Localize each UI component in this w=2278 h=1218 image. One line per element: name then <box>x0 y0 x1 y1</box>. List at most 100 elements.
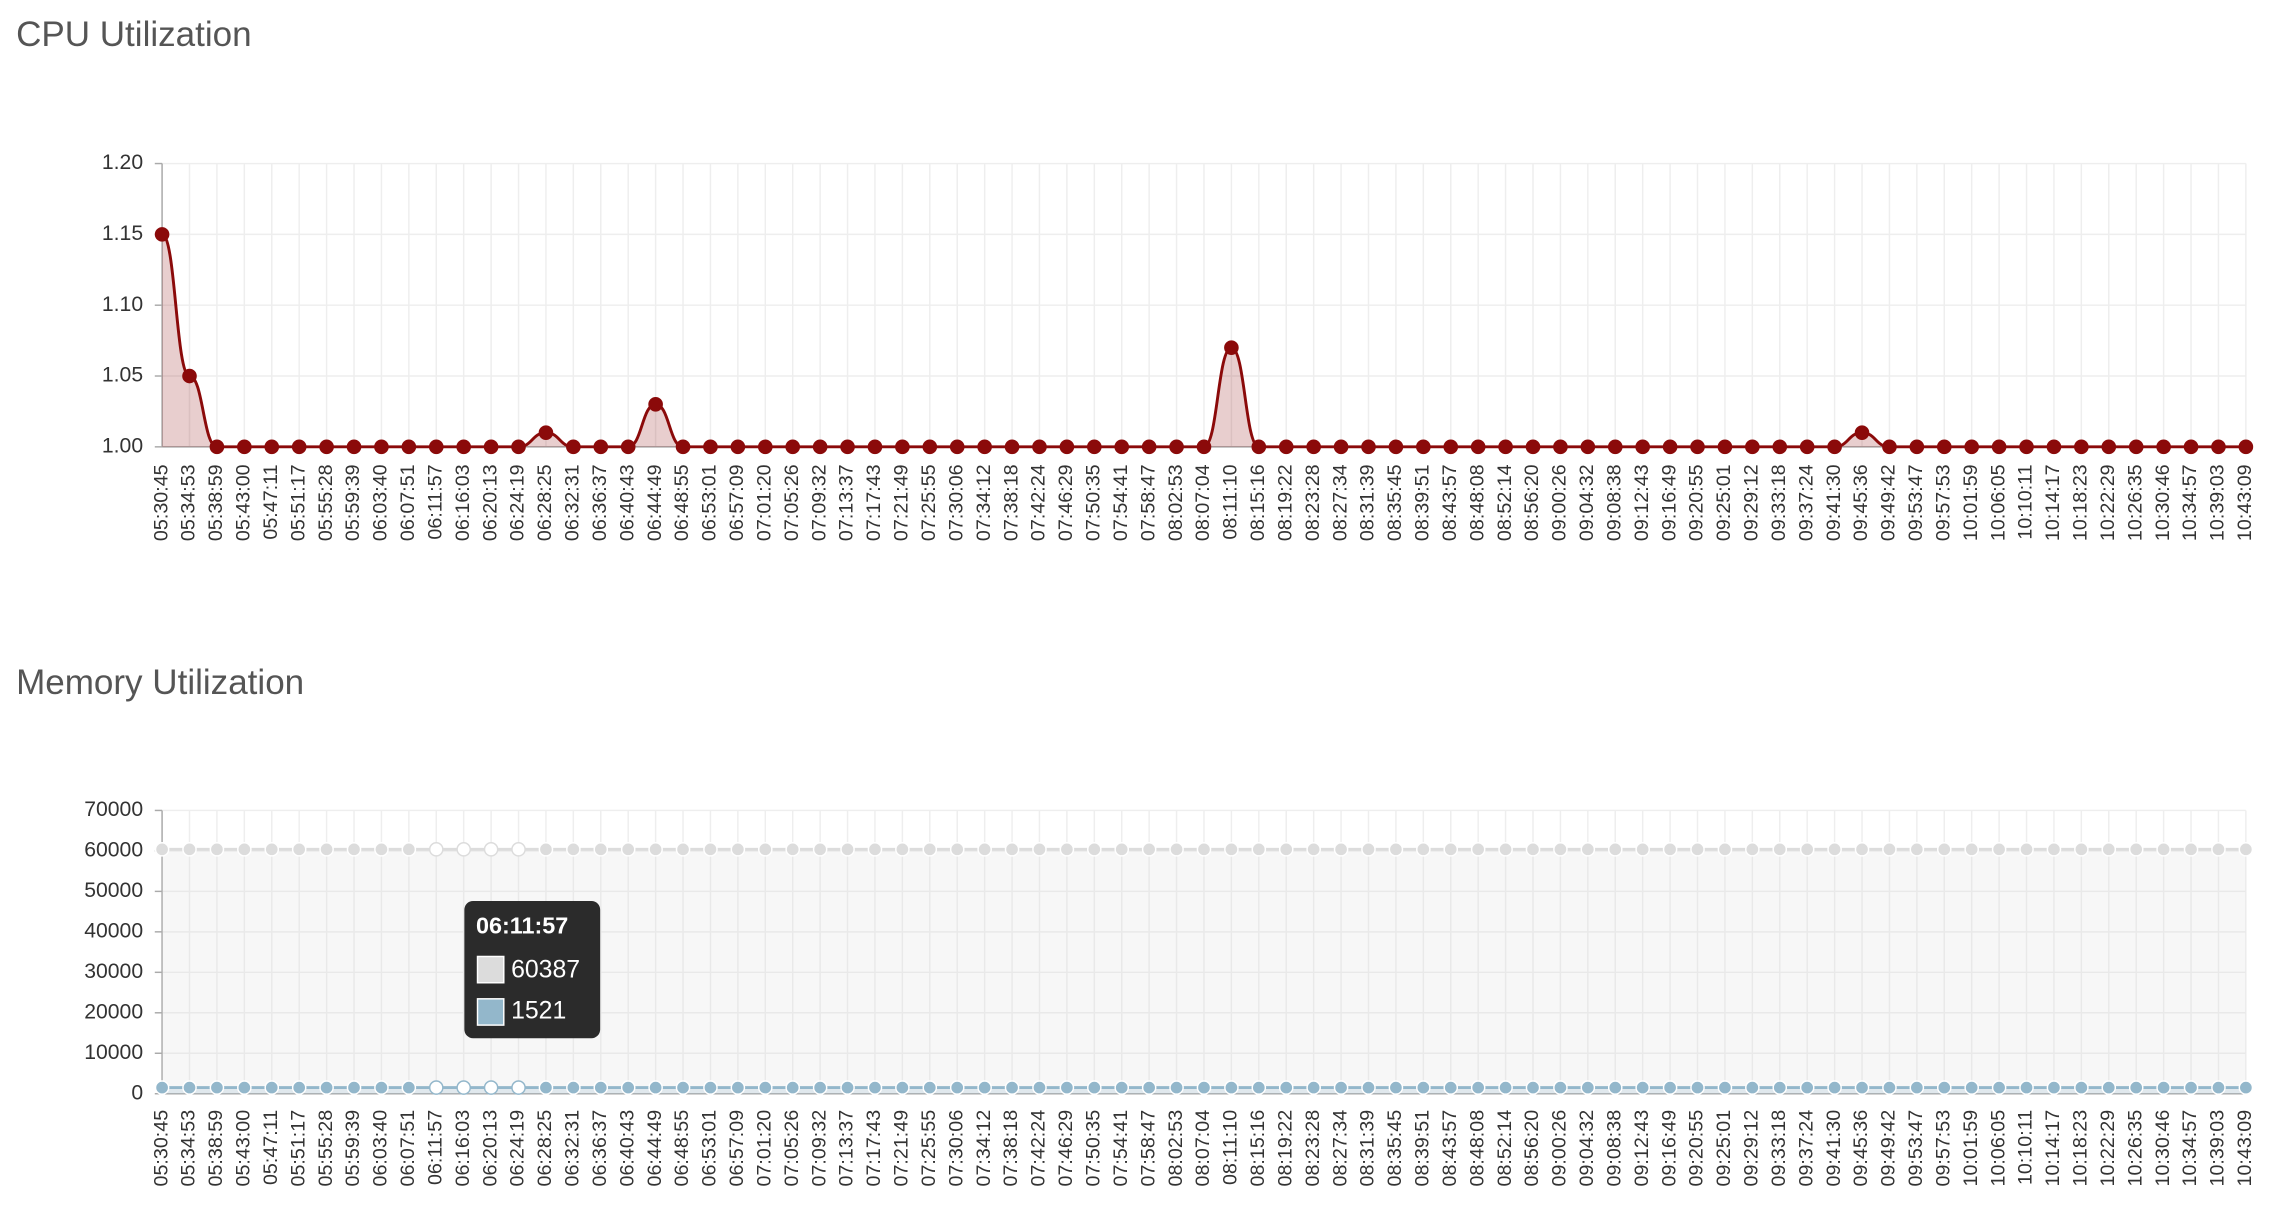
data-point <box>319 439 334 455</box>
x-tick-label: 07:25:55 <box>918 464 940 541</box>
data-point <box>757 439 773 455</box>
data-point <box>1964 439 1979 455</box>
data-point <box>1169 842 1184 857</box>
data-point <box>2019 439 2034 455</box>
data-point <box>1580 842 1596 857</box>
x-tick-label: 09:08:38 <box>1603 1110 1625 1187</box>
data-point <box>730 1080 746 1095</box>
data-point <box>1443 842 1459 857</box>
data-point <box>675 439 691 455</box>
data-point <box>1607 439 1623 455</box>
data-point <box>1059 439 1075 455</box>
data-point <box>648 397 663 412</box>
data-point <box>1470 439 1486 455</box>
x-tick-label: 10:10:11 <box>2015 464 2037 539</box>
data-point <box>1553 842 1568 857</box>
data-point <box>1991 439 2007 455</box>
x-tick-label: 10:30:46 <box>2152 1110 2174 1187</box>
x-tick-label: 05:43:00 <box>233 464 255 541</box>
x-tick-label: 08:43:57 <box>1439 1110 1461 1187</box>
data-point <box>1388 439 1404 455</box>
y-tick-label: 40000 <box>84 919 143 942</box>
data-point <box>2156 439 2171 455</box>
x-tick-label: 05:47:11 <box>260 1110 282 1185</box>
x-tick-label: 07:13:37 <box>836 1110 858 1187</box>
data-point <box>1278 1080 1294 1095</box>
x-tick-label: 06:24:19 <box>507 464 529 541</box>
x-tick-label: 09:41:30 <box>1823 464 1845 541</box>
x-tick-label: 08:23:28 <box>1302 464 1324 541</box>
data-point <box>1662 1080 1678 1095</box>
x-tick-label: 07:09:32 <box>808 464 830 541</box>
x-tick-label: 09:20:55 <box>1686 1110 1708 1187</box>
x-tick-label: 08:19:22 <box>1274 1110 1296 1187</box>
x-tick-label: 07:54:41 <box>1110 1110 1132 1187</box>
x-tick-label: 10:22:29 <box>2097 1110 2119 1187</box>
x-tick-label: 08:39:51 <box>1412 464 1434 541</box>
data-point <box>1388 1080 1404 1095</box>
data-point <box>346 842 362 857</box>
x-tick-label: 08:48:08 <box>1466 1110 1488 1187</box>
tooltip-title: 06:11:57 <box>476 912 568 938</box>
data-point <box>319 1080 334 1095</box>
x-tick-label: 05:38:59 <box>205 1110 227 1187</box>
data-point <box>1361 439 1376 455</box>
y-tick-label: 1.00 <box>102 434 143 457</box>
data-point <box>812 842 828 857</box>
x-tick-label: 06:40:43 <box>616 1110 638 1187</box>
data-point <box>2128 1080 2144 1095</box>
x-tick-label: 10:22:29 <box>2097 464 2119 541</box>
x-tick-label: 07:38:18 <box>1000 464 1022 541</box>
area <box>162 849 2246 1094</box>
data-point <box>182 368 197 384</box>
data-point <box>2211 439 2226 455</box>
x-tick-label: 07:01:20 <box>753 1110 775 1187</box>
data-point <box>895 1080 910 1095</box>
x-tick-label: 09:04:32 <box>1576 1110 1598 1187</box>
data-point <box>785 1080 801 1095</box>
data-point <box>1443 1080 1459 1095</box>
x-tick-label: 09:16:49 <box>1658 1110 1680 1187</box>
tooltip-swatch <box>476 998 505 1026</box>
x-tick-label: 08:07:04 <box>1192 464 1214 541</box>
x-tick-label: 10:43:09 <box>2234 1110 2256 1187</box>
data-point <box>703 439 718 455</box>
x-tick-label: 10:34:57 <box>2179 464 2201 541</box>
data-point <box>977 1080 992 1095</box>
data-point <box>1278 842 1294 857</box>
x-tick-label: 10:34:57 <box>2179 1110 2201 1187</box>
data-point <box>237 1080 252 1095</box>
data-point <box>1635 842 1650 857</box>
data-point <box>566 1080 581 1095</box>
x-tick-label: 06:07:51 <box>397 1110 419 1187</box>
data-point <box>785 439 801 455</box>
x-tick-label: 07:58:47 <box>1137 464 1159 541</box>
x-tick-label: 07:34:12 <box>973 1110 995 1187</box>
data-point <box>1443 439 1459 455</box>
y-tick-label: 10000 <box>84 1041 143 1064</box>
data-point <box>812 1080 828 1095</box>
data-point <box>1580 439 1596 455</box>
data-point <box>2101 842 2117 857</box>
x-tick-label: 09:45:36 <box>1850 464 1872 541</box>
data-point <box>1690 842 1705 857</box>
data-point <box>1416 439 1431 455</box>
x-tick-label: 05:38:59 <box>205 464 227 541</box>
x-tick-label: 10:26:35 <box>2124 464 2146 541</box>
x-tick-label: 08:23:28 <box>1302 1110 1324 1187</box>
x-tick-label: 08:15:16 <box>1247 1110 1269 1187</box>
x-tick-label: 07:05:26 <box>781 464 803 541</box>
x-tick-label: 10:43:09 <box>2234 464 2256 541</box>
x-tick-label: 08:35:45 <box>1384 1110 1406 1187</box>
data-point <box>1169 1080 1184 1095</box>
data-point <box>291 1080 307 1095</box>
data-point <box>1361 842 1376 857</box>
data-point <box>1909 1080 1925 1095</box>
x-tick-label: 10:18:23 <box>2070 464 2092 541</box>
data-point <box>2211 1080 2226 1095</box>
x-tick-label: 09:04:32 <box>1576 464 1598 541</box>
data-point <box>2074 1080 2089 1095</box>
data-point <box>1388 842 1404 857</box>
data-point <box>922 842 938 857</box>
